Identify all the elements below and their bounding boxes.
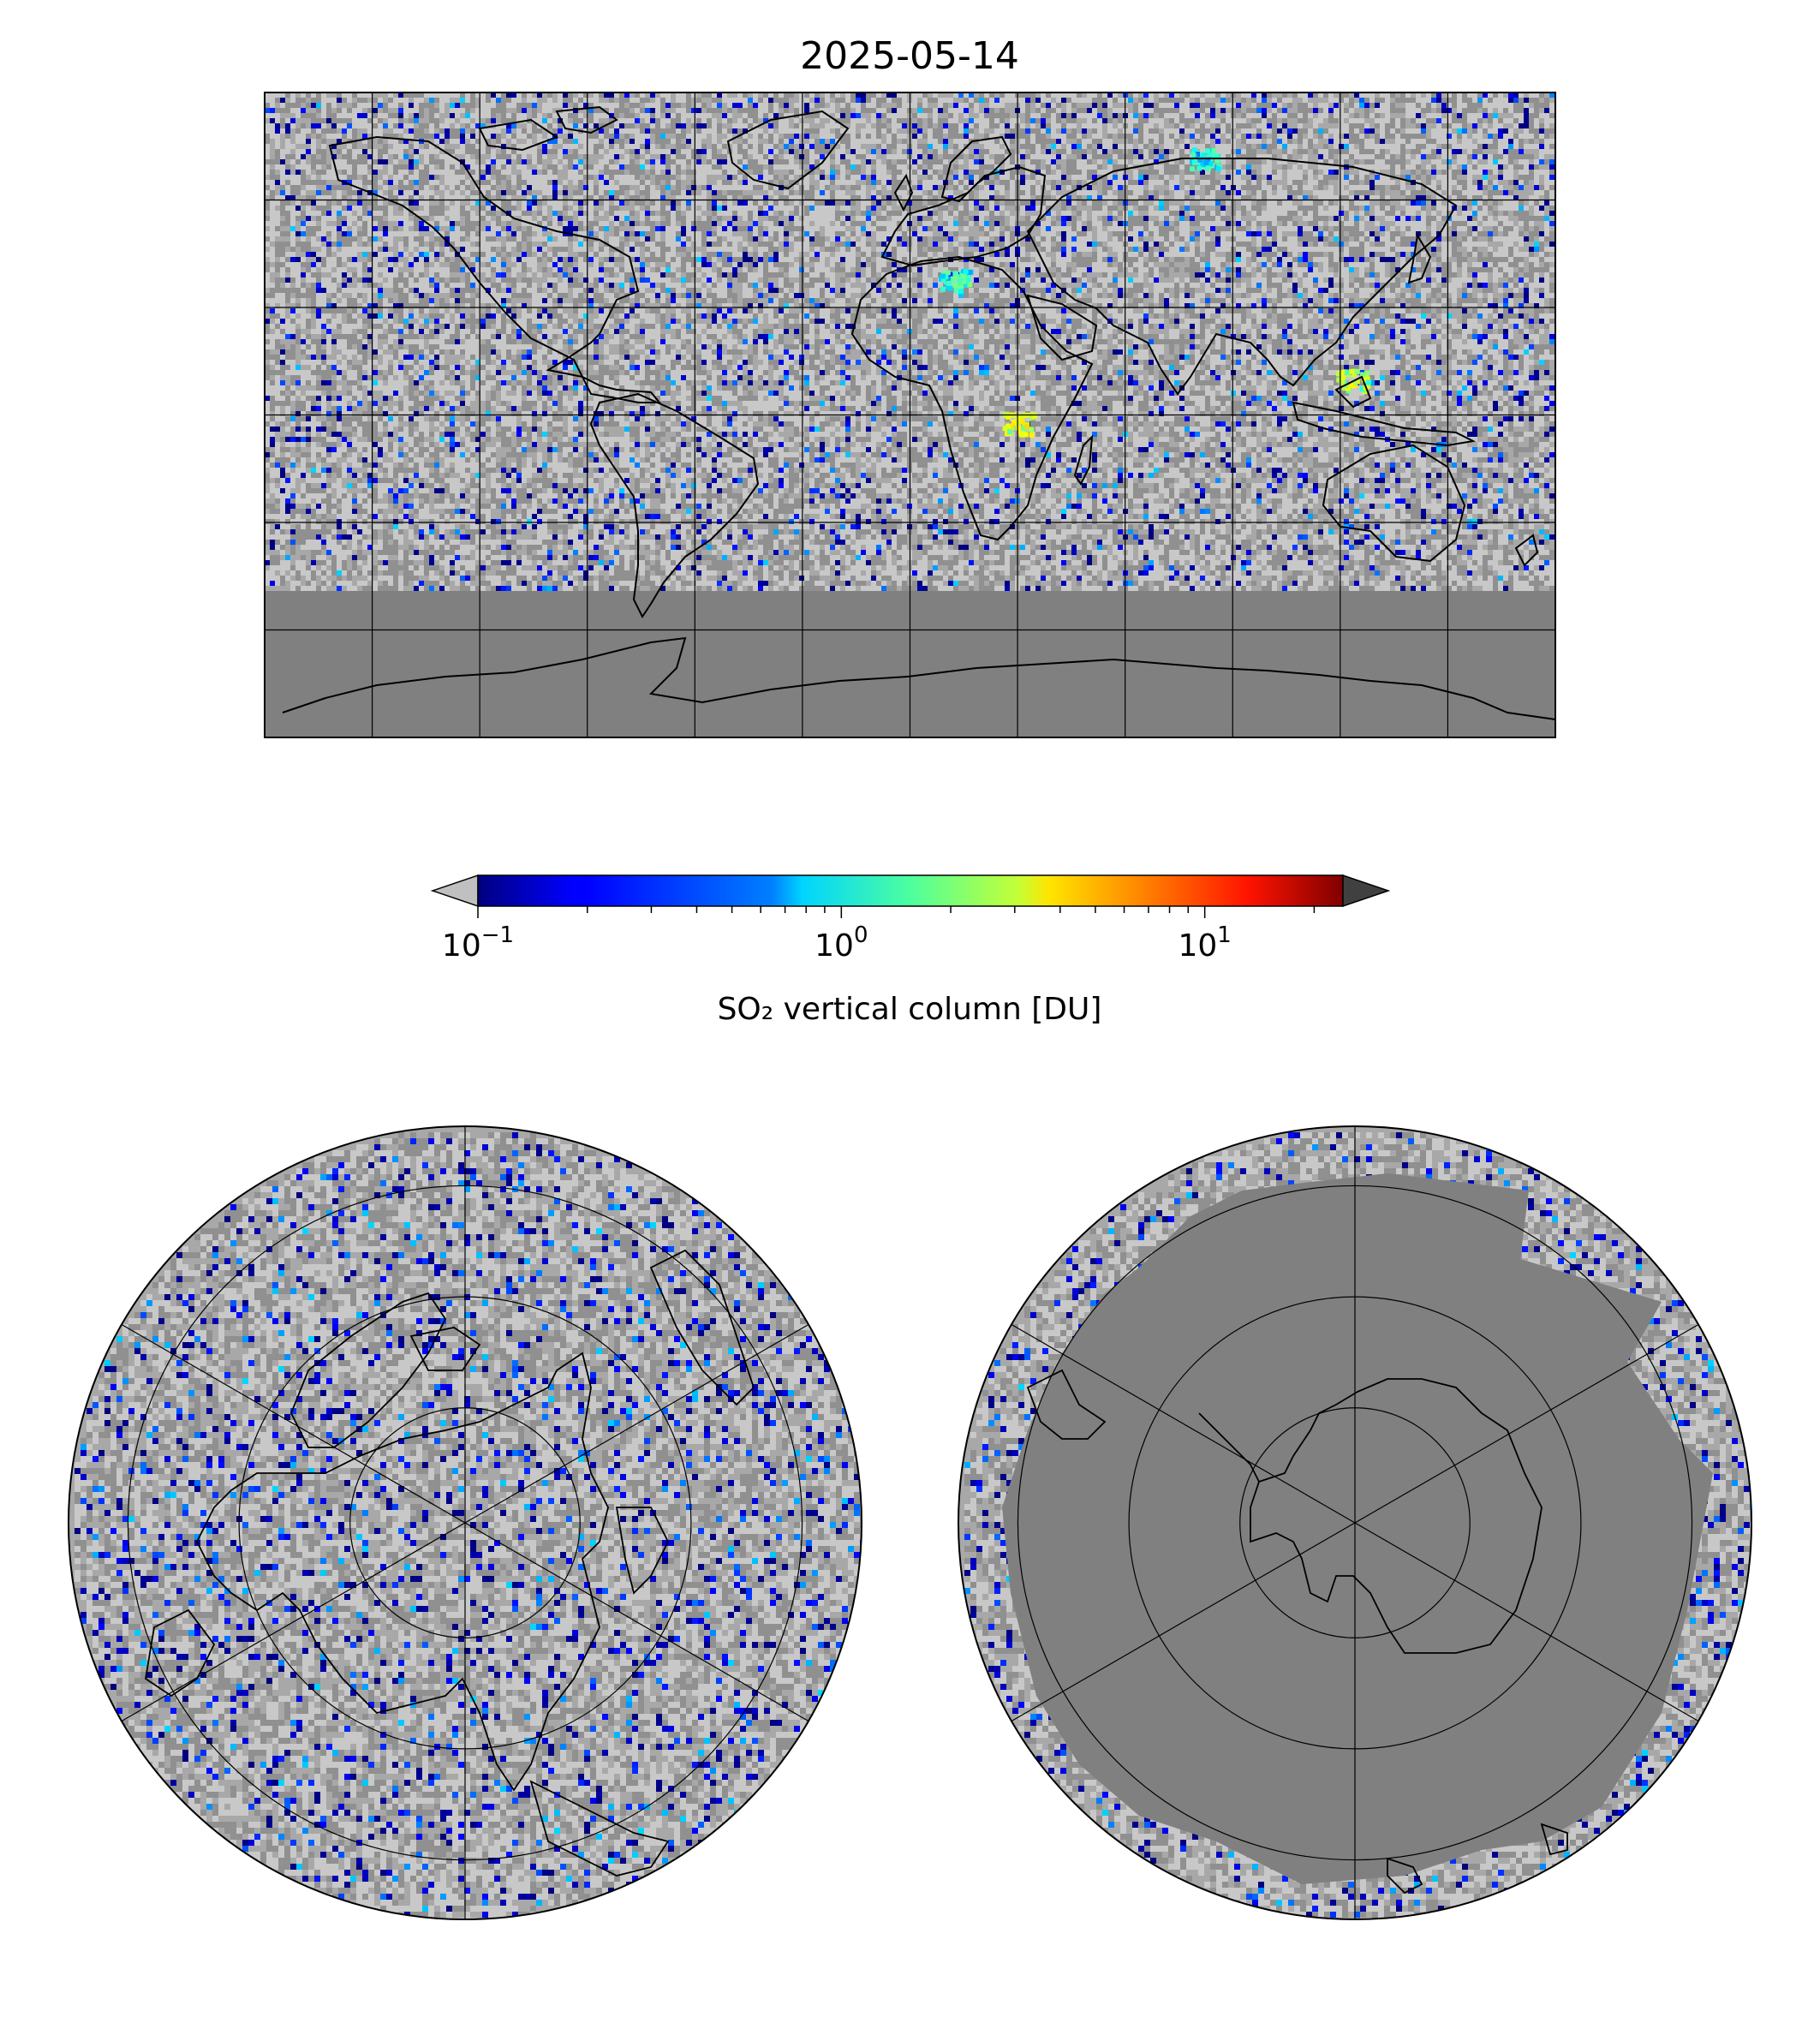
colorbar-ticks xyxy=(478,906,1314,918)
global-data-field xyxy=(265,92,1560,591)
colorbar-tick-label: 100 xyxy=(815,922,868,964)
colorbar-under-extend xyxy=(433,875,478,906)
north-polar-map xyxy=(69,1126,866,1924)
global-map xyxy=(265,92,1560,737)
colorbar-over-extend xyxy=(1343,875,1388,906)
colorbar-tick-label: 10−1 xyxy=(442,922,514,964)
map-title: 2025-05-14 xyxy=(800,34,1019,78)
colorbar-gradient xyxy=(478,875,1343,906)
colorbar: 10−1 100 101 SO₂ vertical column [DU] xyxy=(433,875,1388,1027)
south-polar-map xyxy=(958,1126,1756,1924)
colorbar-tick-labels: 10−1 100 101 xyxy=(442,922,1232,964)
colorbar-label: SO₂ vertical column [DU] xyxy=(718,992,1102,1027)
colorbar-tick-label: 101 xyxy=(1178,922,1231,964)
